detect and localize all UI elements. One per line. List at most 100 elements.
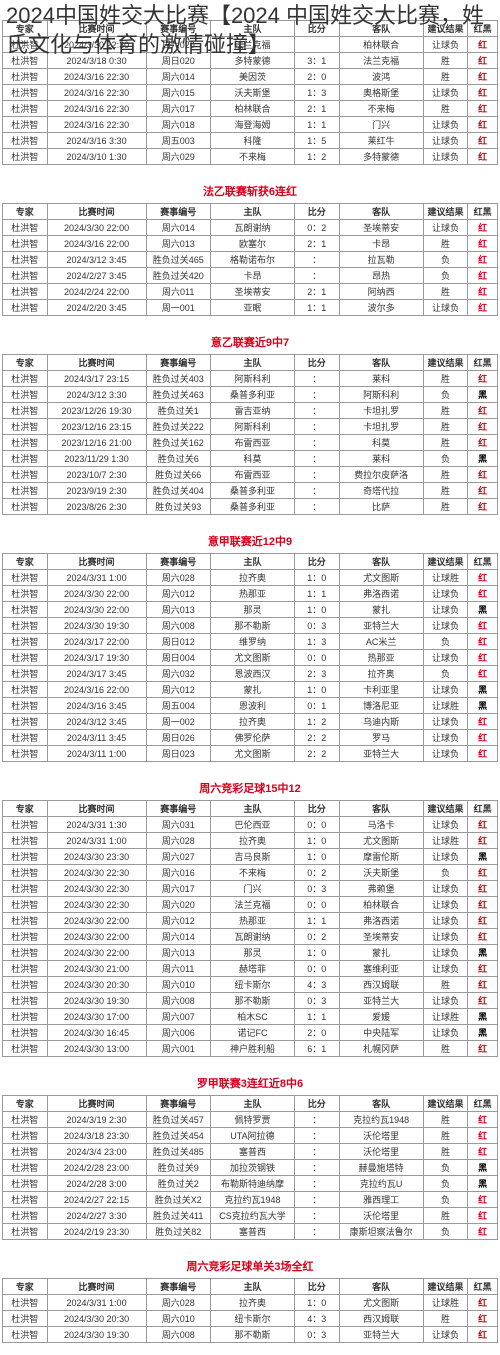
table-row: 杜洪智2024/3/30 22:30周六017门兴0：3弗赖堡让球负红 [3,881,498,897]
table-cell: 周六027 [146,849,210,865]
table-cell: 黑 [468,682,498,698]
table-cell: 负 [423,268,468,284]
table-row: 杜洪智2024/2/27 3:45胜负过关420卡昂：昂热负红 [3,268,498,284]
table-row: 杜洪智2024/3/11 1:00周日023尤文图斯2：2亚特兰大让球负红 [3,746,498,762]
table-cell: 2024/3/16 22:30 [47,101,146,117]
table-cell: 2024/3/16 22:30 [47,117,146,133]
table-cell: 胜 [423,284,468,300]
table-header-row: 专家比赛时间赛事编号主队比分客队建议结果红黑 [3,801,498,817]
table-cell: 让球胜 [423,698,468,714]
table-cell: 杜洪智 [3,387,48,403]
table-cell: 科莫 [339,435,423,451]
table-cell: 2024/3/30 19:30 [47,1327,146,1343]
table-row: 杜洪智2024/3/30 19:30周六008那不勒斯0：3亚特兰大让球负红 [3,1327,498,1343]
table-cell: 2024/3/30 13:00 [47,1041,146,1057]
table-cell: 博洛尼亚 [339,698,423,714]
table-row: 杜洪智2024/3/12 3:45周一002拉齐奥1：2乌迪内斯让球负红 [3,714,498,730]
table-row: 杜洪智2024/3/11 3:45周日026佛罗伦萨2：2罗马让球负红 [3,730,498,746]
table-cell: 周六012 [146,682,210,698]
table-row: 杜洪智2024/3/30 19:30周六008那不勒斯0：3亚特兰大让球负红 [3,993,498,1009]
table-cell: 周日026 [146,730,210,746]
table-header-cell: 专家 [3,21,48,37]
table-cell: 周六029 [146,149,210,165]
table-cell: 胜 [423,69,468,85]
table-cell: 胜 [423,403,468,419]
table-cell: 杜洪智 [3,149,48,165]
table-header-cell: 建议结果 [423,801,468,817]
table-cell: 杜洪智 [3,117,48,133]
table-cell: 1：0 [295,602,340,618]
table-cell: 红 [468,913,498,929]
table-cell: 札幌冈萨 [339,1041,423,1057]
table-cell: 2024/3/16 22:30 [47,85,146,101]
table-header-cell: 专家 [3,1096,48,1112]
table-cell: 2024/3/30 22:00 [47,945,146,961]
table-cell: 让球负 [423,37,468,53]
table-cell: 2024/3/30 22:00 [47,929,146,945]
table-header-row: 专家比赛时间赛事编号主队比分客队建议结果红黑 [3,204,498,220]
table-cell: 让球负 [423,300,468,316]
table-cell: 红 [468,1041,498,1057]
table-cell: 2024/3/31 1:00 [47,1295,146,1311]
table-cell: 周六012 [146,586,210,602]
table-cell: 胜 [423,371,468,387]
table-header-row: 专家比赛时间赛事编号主队比分客队建议结果红黑 [3,355,498,371]
table-cell: 周六007 [146,1009,210,1025]
table-cell: 胜负过关222 [146,419,210,435]
table-header-cell: 赛事编号 [146,801,210,817]
table-cell: 黑 [468,602,498,618]
table-cell: 0：3 [295,1327,340,1343]
table-cell: 胜负过关404 [146,483,210,499]
table-cell: 4：3 [295,977,340,993]
table-cell: 美因茨 [210,69,294,85]
table-row: 杜洪智2024/3/30 20:30周六010纽卡斯尔4：3西汉姆联胜红 [3,1311,498,1327]
table-cell: 沃夫斯堡 [339,865,423,881]
table-cell: 2024/3/17 19:30 [47,650,146,666]
table-cell: 胜负过关162 [146,435,210,451]
table-cell: 2024/3/30 22:30 [47,865,146,881]
table-header-cell: 专家 [3,554,48,570]
table-cell: 布雷西亚 [210,467,294,483]
table-cell: 阿斯科利 [210,371,294,387]
table-cell: 周六011 [146,284,210,300]
table-cell: 让球负 [423,682,468,698]
table-row: 杜洪智2023/10/7 2:30胜负过关66布雷西亚：费拉尔皮萨洛胜红 [3,467,498,483]
table-cell: 热那亚 [210,586,294,602]
table-cell: 黑 [468,945,498,961]
table-cell: 负 [423,1192,468,1208]
section: 罗甲联赛3连红近8中6专家比赛时间赛事编号主队比分客队建议结果红黑杜洪智2024… [2,1069,498,1240]
table-header-cell: 专家 [3,1279,48,1295]
table-cell: 杜洪智 [3,53,48,69]
table-row: 杜洪智2024/2/19 23:30胜负过关82塞普西：康斯坦察法鲁尔负红 [3,1224,498,1240]
table-cell: 红 [468,714,498,730]
table-cell: 杜洪智 [3,1009,48,1025]
table-cell: 2024/2/20 3:45 [47,300,146,316]
table-cell: 马洛卡 [339,817,423,833]
table-cell: 蒙扎 [339,602,423,618]
table-cell: 让球负 [423,746,468,762]
table-header-cell: 客队 [339,801,423,817]
table-cell: 杜洪智 [3,1041,48,1057]
table-cell: 2024/3/30 22:30 [47,37,146,53]
table-cell: 杜洪智 [3,602,48,618]
table-cell: 神户胜利船 [210,1041,294,1057]
table-cell: 2024/3/11 1:00 [47,746,146,762]
table-cell: 杜洪智 [3,865,48,881]
table-cell: 2024/3/30 17:00 [47,1009,146,1025]
table-cell: 赫曼施塔特 [339,1160,423,1176]
table-header-cell: 建议结果 [423,554,468,570]
table-cell: 2024/3/31 1:00 [47,570,146,586]
table-cell: 2024/3/30 22:00 [47,913,146,929]
table-row: 杜洪智2023/12/16 23:15胜负过关222阿斯科利：卡坦扎罗胜红 [3,419,498,435]
table-cell: 柏林联合 [339,897,423,913]
table-cell: 诺记FC [210,1025,294,1041]
table-cell: 多特蒙德 [210,53,294,69]
table-cell: 红 [468,419,498,435]
table-cell: 周六008 [146,618,210,634]
table-cell: 黑 [468,698,498,714]
table-cell: 让球负 [423,897,468,913]
table-cell: 2024/3/17 23:15 [47,371,146,387]
table-cell: 圣埃蒂安 [339,220,423,236]
table-row: 杜洪智2024/3/31 1:30周六031巴伦西亚0：0马洛卡让球负红 [3,817,498,833]
table-cell: 胜 [423,1128,468,1144]
